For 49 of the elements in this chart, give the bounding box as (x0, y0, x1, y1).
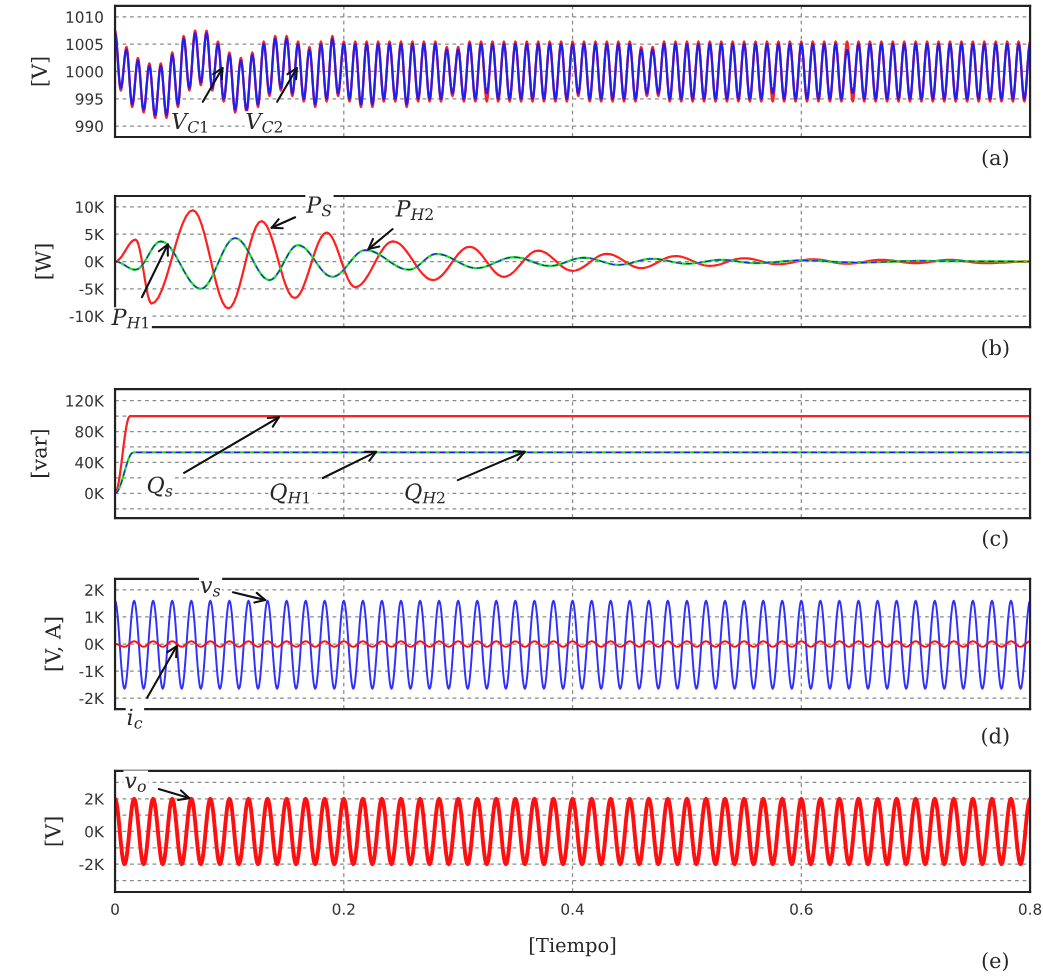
annotation: Q$_{H2}$ (405, 483, 445, 504)
annotation: i$_{c}$ (127, 708, 143, 729)
text: (c) (982, 529, 1008, 549)
y-tick-label: 990 (75, 120, 103, 133)
y-axis-title: [V, A] (44, 617, 64, 671)
x-axis-title: [Tiempo] (529, 937, 616, 957)
y-axis-title: [var] (30, 430, 50, 477)
y-tick-label: -1K (79, 665, 105, 677)
y-tick-label: 0K (85, 255, 105, 268)
y-tick-label: 10K (76, 201, 105, 213)
annotation: Q$_{s}$ (147, 476, 173, 497)
y-tick-label: 0K (85, 825, 105, 838)
y-tick-label: -2K (79, 858, 105, 870)
text: (a) (982, 149, 1008, 169)
annotation: V$_{C2}$ (246, 112, 282, 133)
x-tick-label: 0.6 (790, 903, 813, 915)
x-tick-label: 0 (111, 903, 119, 915)
annotation: Q$_{H1}$ (270, 483, 309, 504)
annotation: P$_{H2}$ (395, 200, 433, 220)
y-tick-label: 1000 (66, 65, 103, 78)
y-axis-title: [V] (31, 57, 50, 86)
y-tick-label: 995 (75, 93, 103, 105)
annotation: V$_{C1}$ (172, 112, 207, 133)
y-tick-label: 1010 (66, 11, 103, 23)
annotation: P$_{H1}$ (111, 308, 149, 329)
y-tick-label: -5K (79, 283, 105, 295)
y-tick-label: 0K (85, 638, 105, 651)
text: (d) (982, 727, 1009, 747)
y-tick-label: 2K (85, 793, 105, 805)
annotation: P$_{S}$ (305, 196, 332, 217)
y-axis-title: [V] (44, 817, 64, 846)
y-tick-label: 5K (85, 228, 105, 241)
text: (e) (982, 952, 1008, 972)
y-tick-label: -2K (79, 692, 105, 704)
y-tick-label: -10K (69, 310, 105, 323)
y-tick-label: 80K (75, 426, 105, 438)
annotation: v$_{o}$ (125, 776, 146, 792)
x-tick-label: 0.2 (332, 903, 355, 915)
y-tick-label: 40K (75, 456, 105, 469)
y-tick-label: 2K (85, 584, 105, 596)
y-tick-label: 1K (85, 611, 105, 623)
text: (b) (982, 339, 1009, 359)
y-axis-title: [W] (34, 244, 54, 279)
y-tick-label: 120K (66, 395, 105, 407)
y-tick-label: 1005 (66, 38, 103, 51)
y-tick-label: 0K (85, 487, 105, 500)
x-tick-label: 0.4 (561, 903, 584, 915)
x-tick-label: 0.8 (1018, 903, 1042, 915)
annotation: v$_{s}$ (200, 581, 221, 597)
